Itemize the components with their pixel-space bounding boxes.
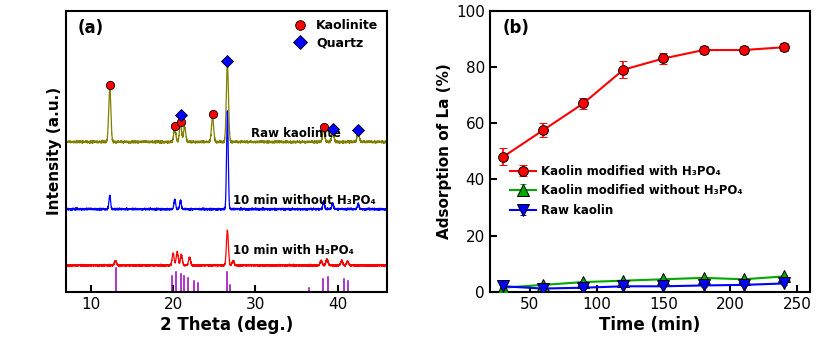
Y-axis label: Intensity (a.u.): Intensity (a.u.) <box>47 87 62 215</box>
Text: 10 min with H₃PO₄: 10 min with H₃PO₄ <box>233 244 354 257</box>
Y-axis label: Adsorption of La (%): Adsorption of La (%) <box>437 63 452 239</box>
Legend: Kaolin modified with H₃PO₄, Kaolin modified without H₃PO₄, Raw kaolin: Kaolin modified with H₃PO₄, Kaolin modif… <box>505 160 747 221</box>
X-axis label: Time (min): Time (min) <box>600 316 700 334</box>
Legend: Kaolinite, Quartz: Kaolinite, Quartz <box>282 15 383 54</box>
Text: (a): (a) <box>78 19 103 37</box>
X-axis label: 2 Theta (deg.): 2 Theta (deg.) <box>160 316 294 334</box>
Text: Raw kaolinite: Raw kaolinite <box>251 127 341 140</box>
Text: 10 min without H₃PO₄: 10 min without H₃PO₄ <box>233 194 376 207</box>
Text: (b): (b) <box>503 19 529 37</box>
